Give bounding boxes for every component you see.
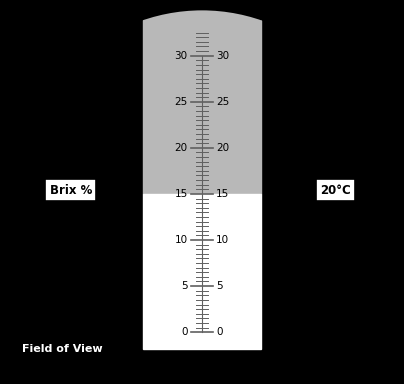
Text: Brix %: Brix %	[50, 184, 92, 197]
Text: 20: 20	[175, 143, 188, 153]
Circle shape	[20, 10, 384, 374]
Bar	[143, 0, 261, 194]
Text: 15: 15	[175, 189, 188, 199]
Text: 15: 15	[216, 189, 229, 199]
Text: 0: 0	[181, 327, 188, 337]
Text: 10: 10	[216, 235, 229, 245]
Text: Field of View: Field of View	[22, 344, 103, 354]
Text: 25: 25	[216, 97, 229, 107]
Text: 30: 30	[216, 51, 229, 61]
Text: 0: 0	[216, 327, 223, 337]
Text: 5: 5	[181, 281, 188, 291]
Text: 20: 20	[216, 143, 229, 153]
Text: 25: 25	[175, 97, 188, 107]
Bar	[143, 194, 261, 349]
Text: 30: 30	[175, 51, 188, 61]
Text: 20°C: 20°C	[320, 184, 351, 197]
Text: 5: 5	[216, 281, 223, 291]
Text: 10: 10	[175, 235, 188, 245]
